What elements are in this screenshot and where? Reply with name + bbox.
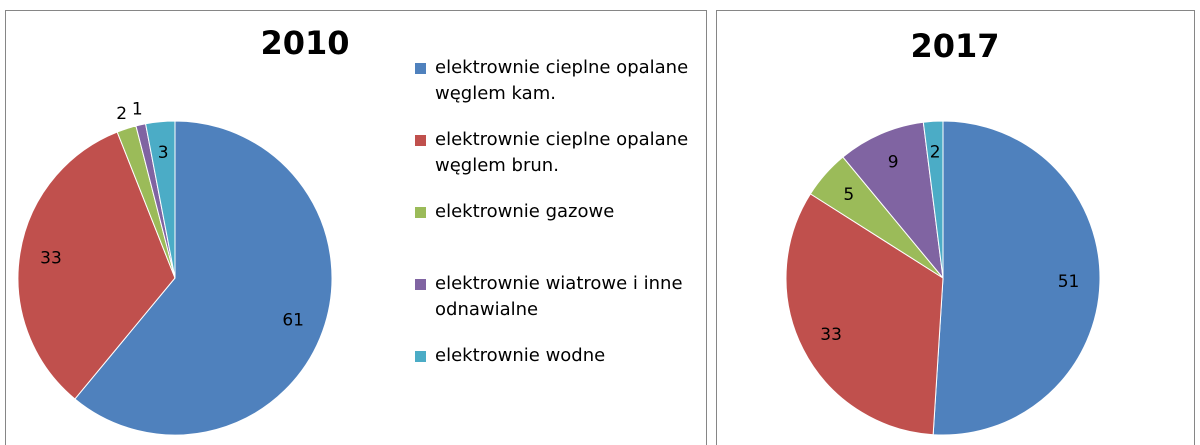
data-label: 61 <box>282 311 304 331</box>
chart-title: 2010 <box>260 24 349 62</box>
legend-swatch <box>415 207 426 218</box>
data-label: 33 <box>40 248 62 268</box>
legend-swatch <box>415 351 426 362</box>
pie-slice <box>74 120 333 436</box>
data-label: 2 <box>930 143 941 163</box>
panel-border <box>5 10 707 445</box>
data-label: 3 <box>158 143 169 163</box>
pie-slice <box>842 121 944 280</box>
legend-label: elektrownie cieplne opalane węglem kam. <box>435 57 689 104</box>
pie-slice <box>932 120 1101 436</box>
data-label: 51 <box>1058 272 1080 292</box>
pie-slice <box>922 120 944 279</box>
legend-item: elektrownie cieplne opalane węglem kam. <box>415 55 705 127</box>
data-label: 1 <box>132 99 143 119</box>
panel-border <box>716 10 1195 445</box>
legend-label: elektrownie wiatrowe i inne odnawialne <box>435 273 683 320</box>
pie-slice <box>144 120 176 279</box>
legend-swatch <box>415 135 426 146</box>
pie-slice <box>785 193 944 436</box>
legend-label: elektrownie wodne <box>435 345 606 366</box>
legend-item: elektrownie gazowe <box>415 199 705 271</box>
legend-label: elektrownie gazowe <box>435 201 615 222</box>
legend-item: elektrownie wiatrowe i inne odnawialne <box>415 271 705 343</box>
legend-item: elektrownie cieplne opalane węglem brun. <box>415 127 705 199</box>
data-label: 33 <box>820 325 842 345</box>
legend-swatch <box>415 63 426 74</box>
legend-label: elektrownie cieplne opalane węglem brun. <box>435 129 689 176</box>
data-label: 5 <box>843 185 854 205</box>
legend-swatch <box>415 279 426 290</box>
chart-title: 2017 <box>910 27 999 65</box>
legend: elektrownie cieplne opalane węglem kam. e… <box>415 55 705 415</box>
legend-item: elektrownie wodne <box>415 343 705 415</box>
data-label: 2 <box>116 104 127 124</box>
pie-slice <box>17 131 176 400</box>
data-label: 9 <box>888 153 899 173</box>
